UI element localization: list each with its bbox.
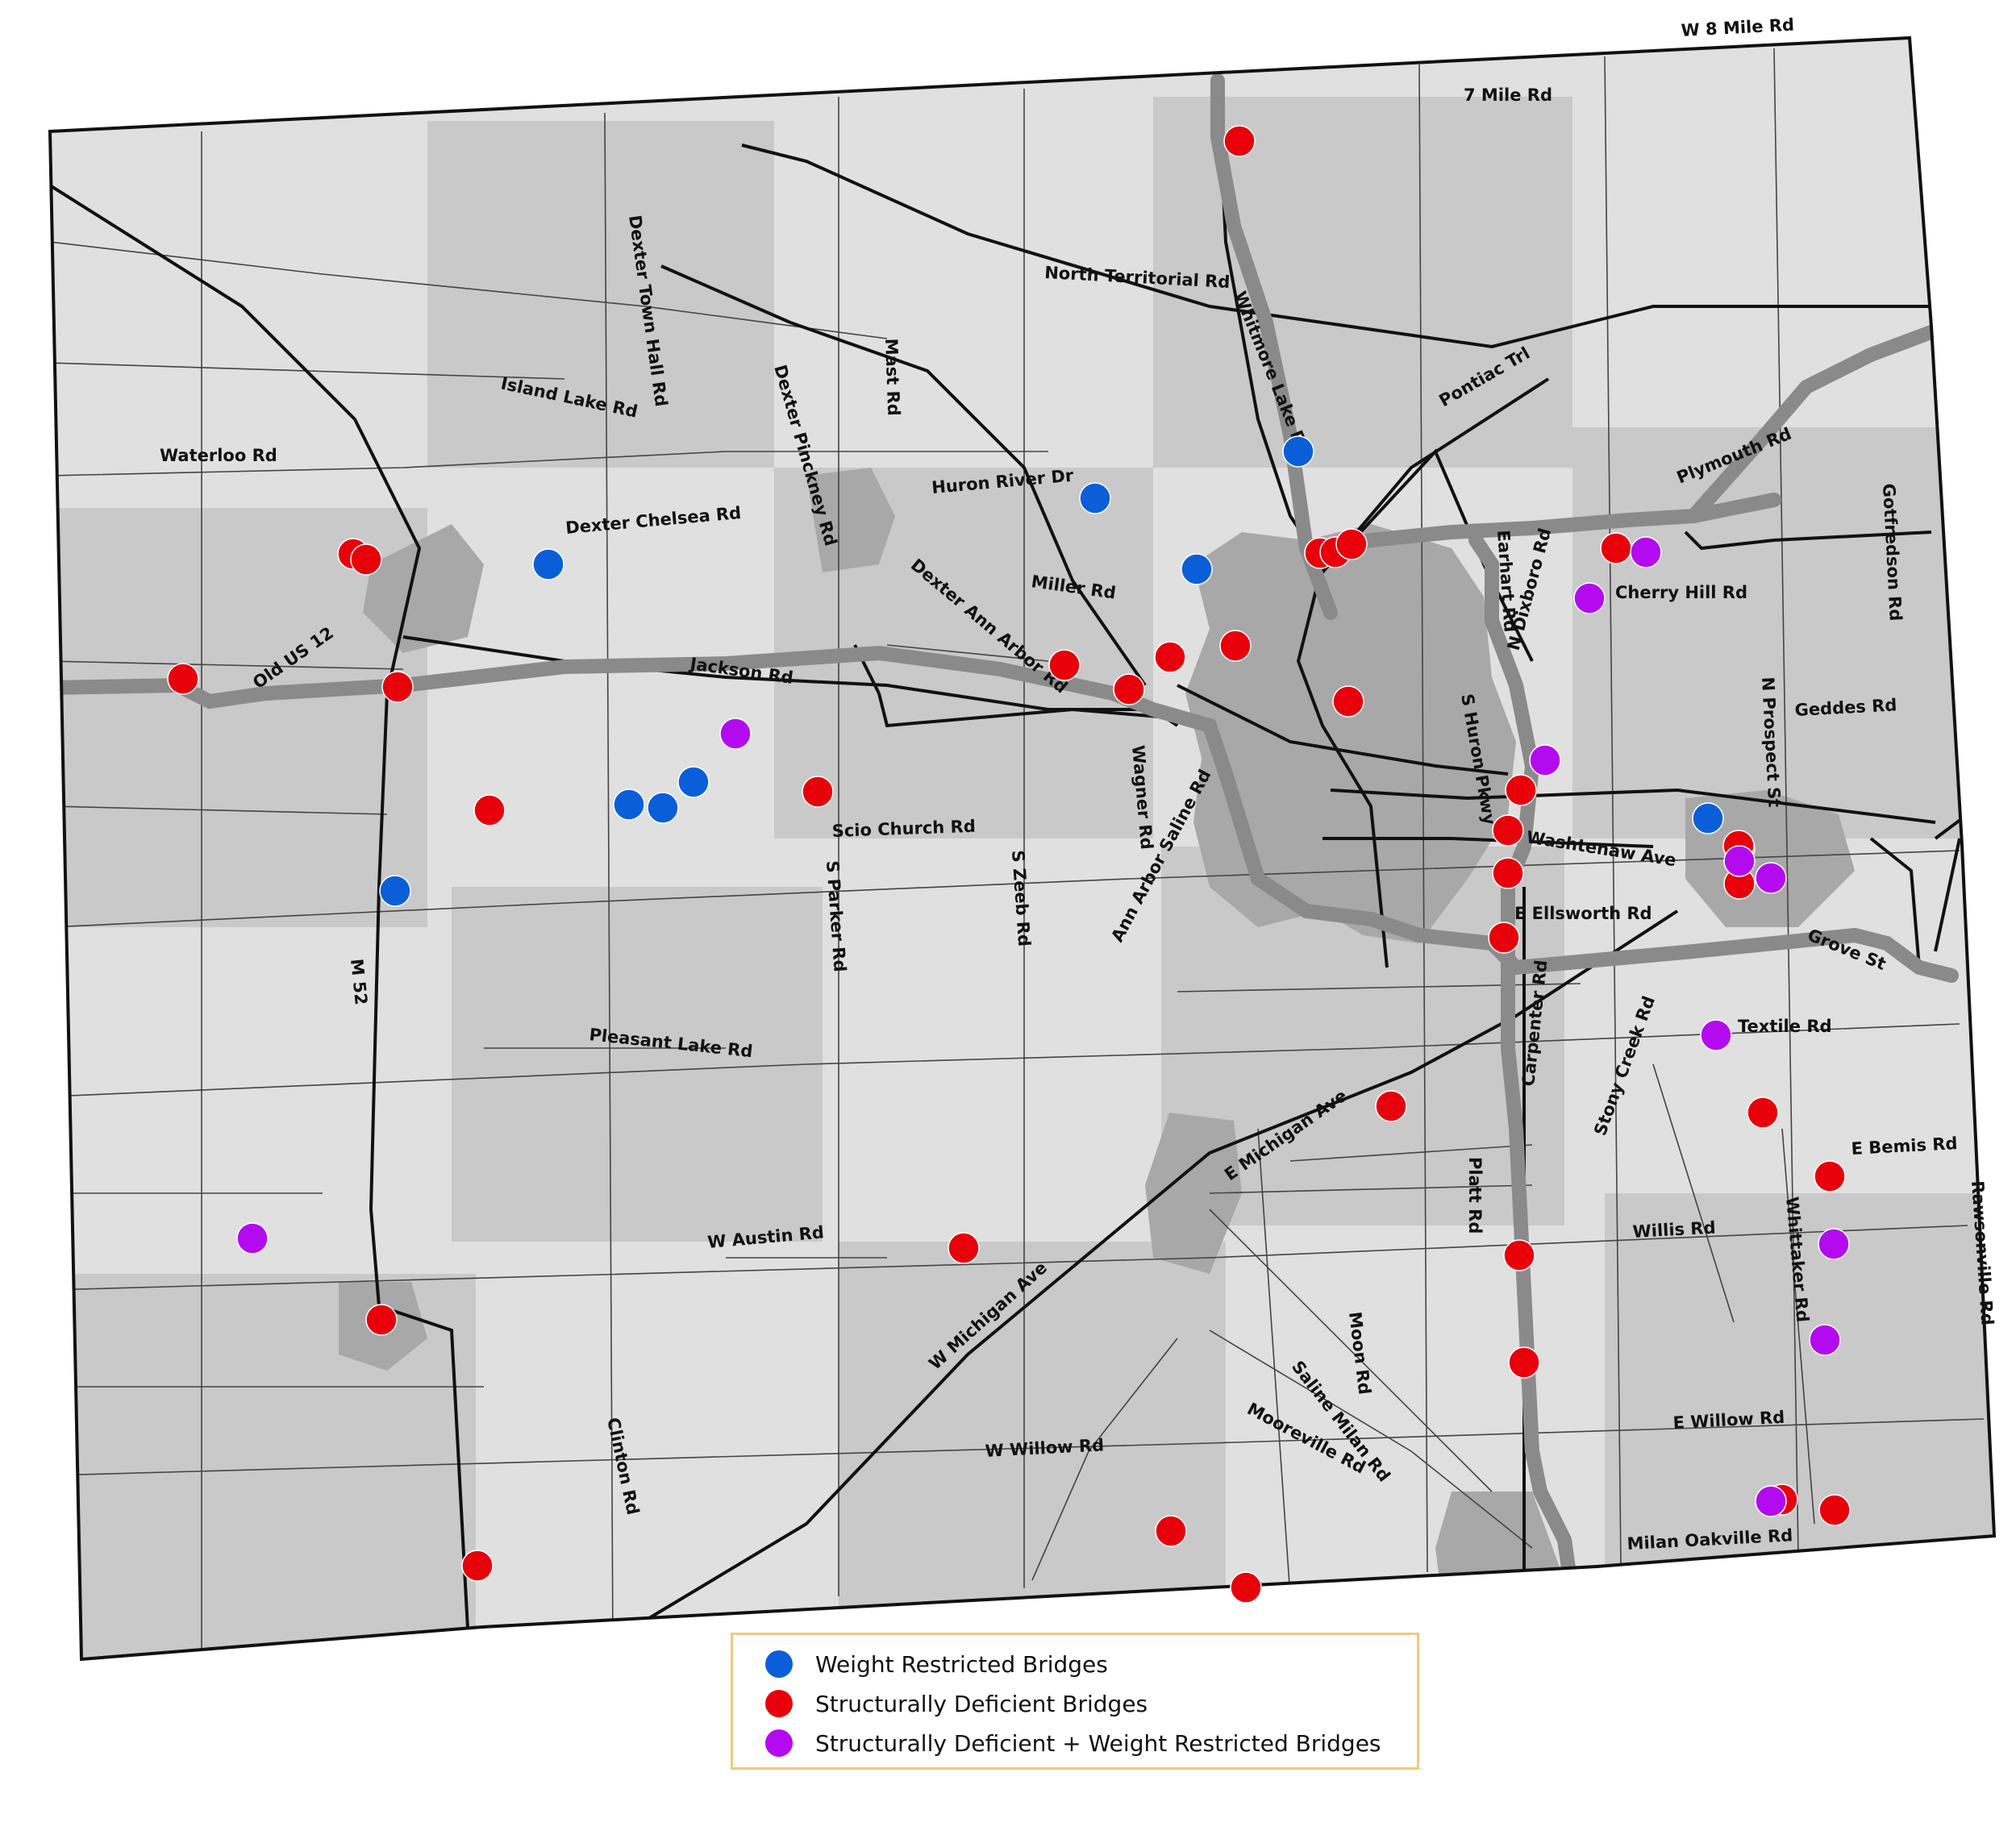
structurally-deficient-bridge-marker[interactable] [1154,641,1186,673]
road-label: M 52 [347,958,371,1006]
structurally-deficient-bridge-marker[interactable] [365,1304,398,1336]
weight-restricted-bridge-marker[interactable] [613,789,645,821]
legend-label-weight-restricted: Weight Restricted Bridges [815,1650,1108,1678]
weight-restricted-marker-icon [765,1650,793,1678]
structurally-deficient-marker-icon [765,1690,793,1717]
both-bridge-marker[interactable] [236,1222,269,1255]
road-label: Cherry Hill Rd [1615,583,1747,602]
weight-restricted-bridge-marker[interactable] [1079,482,1111,514]
structurally-deficient-bridge-marker[interactable] [350,543,382,576]
road-label: Textile Rd [1738,1017,1832,1036]
structurally-deficient-bridge-marker[interactable] [1747,1096,1779,1129]
both-bridge-marker[interactable] [1723,845,1756,877]
both-bridge-marker[interactable] [1630,536,1662,568]
weight-restricted-bridge-marker[interactable] [1282,435,1314,468]
structurally-deficient-bridge-marker[interactable] [1219,630,1252,662]
county-outline [48,35,1997,1662]
structurally-deficient-bridge-marker[interactable] [473,794,506,826]
road-label: Mast Rd [881,338,903,416]
structurally-deficient-bridge-marker[interactable] [1223,125,1256,157]
structurally-deficient-bridge-marker[interactable] [1230,1571,1262,1604]
structurally-deficient-bridge-marker[interactable] [1505,774,1537,806]
structurally-deficient-bridge-marker[interactable] [948,1232,980,1264]
structurally-deficient-bridge-marker[interactable] [1335,528,1368,560]
structurally-deficient-bridge-marker[interactable] [461,1550,494,1582]
structurally-deficient-bridge-marker[interactable] [1503,1239,1535,1271]
both-bridge-marker[interactable] [1700,1019,1732,1051]
structurally-deficient-bridge-marker[interactable] [802,776,834,808]
structurally-deficient-bridge-marker[interactable] [167,663,199,695]
both-bridge-marker[interactable] [1529,744,1561,776]
both-bridge-marker[interactable] [719,718,752,750]
local-roads [50,48,1985,1659]
road-label: Willis Rd [1632,1218,1716,1242]
both-bridge-marker[interactable] [1755,1485,1787,1517]
structurally-deficient-bridge-marker[interactable] [1600,532,1632,564]
bridge-markers [167,125,1851,1604]
both-bridge-marker[interactable] [1818,1228,1850,1260]
structurally-deficient-bridge-marker[interactable] [1155,1515,1187,1547]
both-bridge-marker[interactable] [1573,582,1606,614]
legend-item-weight-restricted: Weight Restricted Bridges [765,1646,1108,1682]
structurally-deficient-bridge-marker[interactable] [1492,814,1524,847]
structurally-deficient-bridge-marker[interactable] [1492,857,1524,889]
weight-restricted-bridge-marker[interactable] [647,792,679,824]
road-label: Platt Rd [1465,1157,1485,1234]
weight-restricted-bridge-marker[interactable] [379,875,411,907]
structurally-deficient-bridge-marker[interactable] [1332,685,1364,718]
structurally-deficient-bridge-marker[interactable] [1113,673,1145,705]
weight-restricted-bridge-marker[interactable] [1181,553,1213,585]
legend: Weight Restricted Bridges Structurally D… [731,1633,1419,1770]
weight-restricted-bridge-marker[interactable] [532,548,564,580]
road-label: Waterloo Rd [160,446,277,465]
both-bridge-marker[interactable] [1809,1324,1841,1356]
road-label: E Ellsworth Rd [1514,904,1652,923]
legend-item-both: Structurally Deficient + Weight Restrict… [765,1725,1381,1761]
road-label: W 8 Mile Rd [1681,15,1795,40]
structurally-deficient-bridge-marker[interactable] [381,671,414,703]
structurally-deficient-bridge-marker[interactable] [1488,922,1520,954]
legend-label-both: Structurally Deficient + Weight Restrict… [815,1729,1381,1757]
both-bridge-marker[interactable] [1755,862,1787,894]
both-marker-icon [765,1729,793,1757]
legend-label-structurally-deficient: Structurally Deficient Bridges [815,1690,1148,1717]
highways [50,73,1959,1604]
structurally-deficient-bridge-marker[interactable] [1048,649,1081,681]
structurally-deficient-bridge-marker[interactable] [1814,1160,1846,1192]
structurally-deficient-bridge-marker[interactable] [1818,1494,1851,1526]
structurally-deficient-bridge-marker[interactable] [1375,1090,1407,1122]
weight-restricted-bridge-marker[interactable] [677,766,710,798]
township-shading [50,97,1992,1659]
structurally-deficient-bridge-marker[interactable] [1508,1346,1540,1379]
legend-item-structurally-deficient: Structurally Deficient Bridges [765,1686,1148,1721]
road-label: 7 Mile Rd [1464,85,1552,105]
weight-restricted-bridge-marker[interactable] [1692,802,1724,834]
